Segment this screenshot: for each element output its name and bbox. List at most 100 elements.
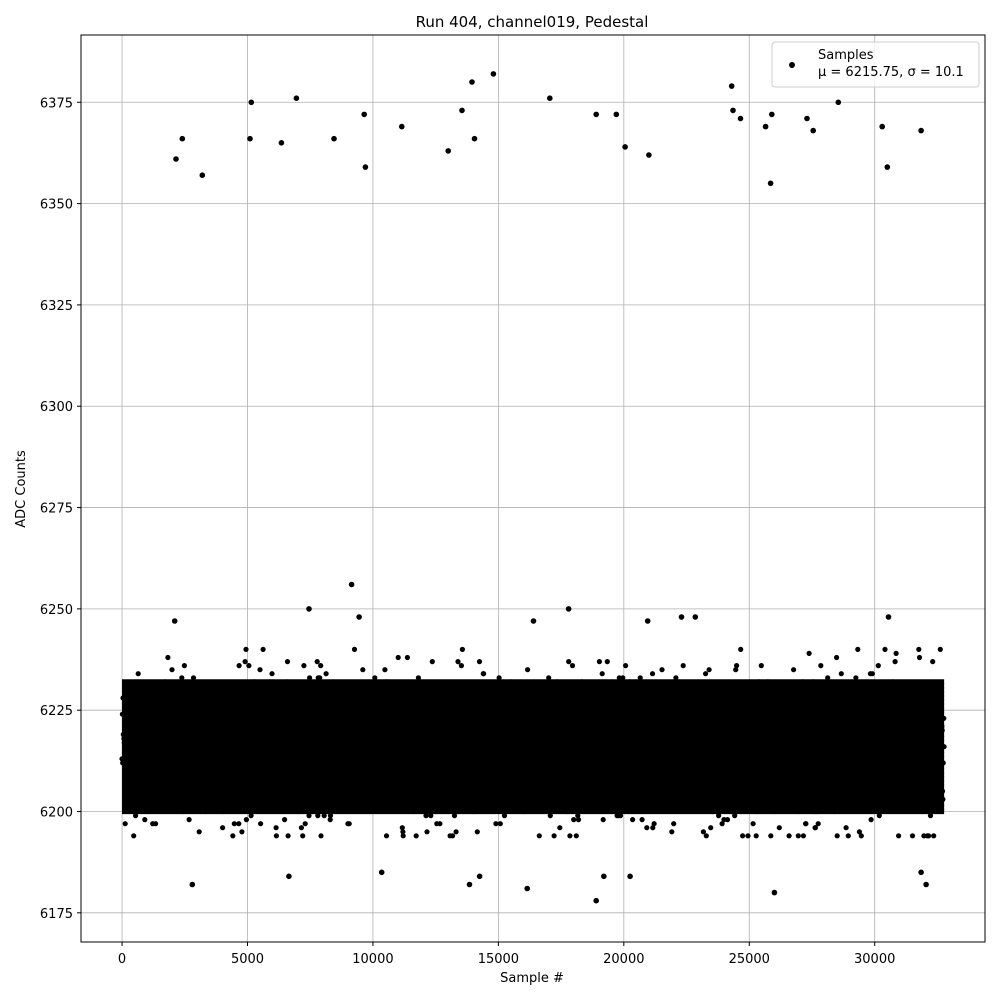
data-point: [196, 829, 202, 835]
data-point: [678, 614, 685, 620]
data-point: [834, 833, 840, 839]
data-point: [855, 646, 861, 653]
data-point: [530, 618, 537, 624]
data-point: [300, 833, 306, 839]
data-point: [243, 646, 249, 653]
data-point: [803, 821, 809, 827]
data-point: [282, 817, 288, 823]
data-point: [767, 180, 774, 187]
data-point: [362, 164, 369, 170]
data-point: [378, 869, 385, 876]
data-point: [524, 885, 530, 892]
data-point: [471, 135, 478, 142]
data-points: [119, 71, 947, 904]
data-point: [220, 825, 226, 831]
x-tick-label: 5000: [231, 952, 264, 967]
data-point: [306, 606, 312, 612]
data-point: [858, 833, 864, 839]
data-point: [257, 667, 263, 673]
data-point: [382, 667, 388, 673]
data-point: [496, 675, 502, 681]
data-point: [703, 833, 709, 839]
data-point: [455, 659, 461, 665]
data-point: [750, 821, 756, 827]
data-point: [916, 654, 923, 661]
legend-series-stats: μ = 6215.75, σ = 10.1: [818, 65, 964, 80]
data-point: [931, 833, 937, 839]
data-point: [923, 881, 929, 888]
data-point: [617, 813, 624, 819]
data-point: [879, 123, 885, 130]
data-point: [307, 675, 313, 681]
data-point: [260, 646, 266, 653]
data-point: [360, 667, 366, 673]
data-point: [639, 817, 645, 823]
data-point: [620, 675, 626, 681]
data-point: [536, 833, 542, 839]
data-point: [428, 813, 434, 819]
data-point: [285, 833, 291, 839]
data-point: [613, 111, 620, 118]
data-point: [131, 833, 137, 839]
data-point: [708, 825, 714, 831]
data-point: [669, 829, 675, 835]
data-point: [740, 833, 746, 839]
data-point: [413, 833, 419, 839]
data-point: [909, 833, 916, 839]
data-point: [258, 821, 264, 827]
data-point: [795, 833, 801, 839]
data-point: [650, 825, 656, 831]
data-point: [769, 111, 775, 118]
data-point: [651, 821, 657, 827]
data-point: [868, 817, 874, 823]
data-point: [346, 821, 352, 827]
data-point: [843, 825, 849, 831]
y-tick-label: 6325: [40, 299, 73, 314]
data-point: [323, 671, 329, 677]
data-point: [165, 654, 171, 661]
plot-frame: [80, 34, 986, 943]
data-point: [637, 675, 643, 681]
x-tick-label: 0: [118, 952, 126, 967]
data-point: [593, 111, 599, 118]
data-point: [242, 659, 248, 665]
data-point: [893, 650, 899, 657]
data-point: [804, 115, 810, 122]
data-point: [593, 897, 599, 904]
data-point: [179, 675, 185, 681]
data-point: [557, 825, 563, 831]
data-point: [918, 869, 924, 876]
data-point: [728, 83, 735, 89]
data-point: [734, 663, 740, 669]
data-point: [776, 825, 782, 831]
data-point: [429, 659, 435, 665]
data-point: [547, 813, 553, 819]
data-point: [937, 646, 943, 653]
data-point: [649, 671, 656, 677]
data-point: [845, 833, 851, 839]
data-point: [169, 667, 175, 673]
data-point: [301, 663, 307, 669]
data-point: [453, 829, 459, 835]
legend: Samples μ = 6215.75, σ = 10.1: [771, 41, 980, 88]
grid: [81, 35, 985, 942]
data-point: [269, 671, 275, 677]
data-point: [753, 833, 759, 839]
data-point: [869, 671, 875, 677]
data-point: [458, 663, 464, 669]
data-point: [730, 107, 736, 114]
data-point: [566, 659, 572, 665]
data-point: [551, 833, 557, 839]
data-point: [565, 606, 572, 612]
data-point: [673, 675, 679, 681]
data-point: [601, 873, 607, 880]
data-point: [236, 663, 242, 669]
data-point: [437, 821, 443, 827]
data-point: [247, 135, 253, 142]
data-point: [459, 646, 465, 653]
data-point: [604, 659, 610, 665]
data-point: [372, 675, 378, 681]
data-point: [692, 614, 699, 620]
y-tick-label: 6250: [40, 603, 73, 618]
